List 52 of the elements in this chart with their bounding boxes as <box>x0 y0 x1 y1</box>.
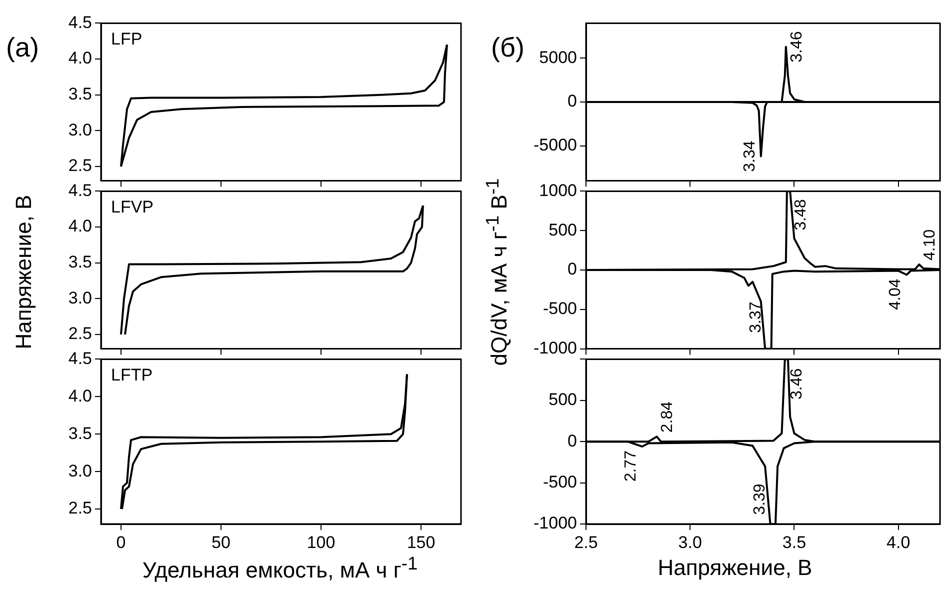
y-tick-label: 500 <box>548 390 577 410</box>
annotation: 2.84 <box>659 401 676 433</box>
y-tick-label: 5000 <box>539 48 577 67</box>
text: (a) <box>6 32 39 63</box>
y-tick-label: 4.0 <box>68 386 92 406</box>
annotation: 3.37 <box>748 302 765 333</box>
y-tick-label: -1000 <box>534 514 577 533</box>
annotation: 3.48 <box>792 199 810 230</box>
y-tick-label: 2.5 <box>68 498 92 518</box>
y-tick-label: 4.5 <box>68 348 92 368</box>
x-tick-label: 3.5 <box>782 532 806 552</box>
x-tick-label: 4.0 <box>886 532 910 552</box>
x-tick-label: 100 <box>306 532 336 552</box>
x-tick-label: 150 <box>406 532 436 552</box>
y-tick-label: 4.5 <box>68 180 92 200</box>
x-axis-title: Напряжение, В <box>658 555 812 581</box>
chart-title: LFP <box>111 29 142 48</box>
y-tick-label: 4.0 <box>68 216 92 236</box>
annotation: 3.34 <box>741 140 758 172</box>
annotation: 3.46 <box>788 368 806 400</box>
y-tick-label: 3.0 <box>68 461 92 480</box>
y-tick-label: 3.5 <box>68 424 92 443</box>
y-tick-label: -500 <box>542 299 577 318</box>
y-tick-label: -1000 <box>534 338 577 358</box>
chart-title: LFVP <box>111 197 154 216</box>
x-tick-label: 3.0 <box>678 532 702 552</box>
chart-title: LFTP <box>111 365 153 384</box>
y-tick-label: -500 <box>542 472 577 492</box>
y-tick-label: 2.5 <box>68 324 92 344</box>
annotation: 2.77 <box>622 450 640 482</box>
annotation: 3.46 <box>788 31 806 62</box>
x-axis-title: Удельная емкость, мА ч г$^{-1}$ <box>142 552 418 584</box>
y-tick-label: -5000 <box>534 135 577 154</box>
x-tick-label: 0 <box>116 532 126 552</box>
y-tick-label: 0 <box>568 260 577 279</box>
y-tick-label: 3.5 <box>68 252 92 272</box>
y-tick-label: 4.5 <box>68 12 92 32</box>
y-tick-label: 1000 <box>539 180 577 200</box>
y-tick-label: 3.0 <box>68 120 92 140</box>
annotation: 4.10 <box>922 229 939 260</box>
y-tick-label: 2.5 <box>68 156 92 176</box>
annotation: 3.39 <box>752 484 769 515</box>
y-tick-label: 0 <box>568 92 577 111</box>
y-axis-title: Напряжение, В <box>11 194 37 350</box>
y-tick-label: 500 <box>548 220 577 240</box>
y-tick-label: 0 <box>568 431 577 450</box>
y-tick-label: 4.0 <box>68 48 92 68</box>
y-tick-label: 3.0 <box>68 288 92 308</box>
x-tick-label: 50 <box>212 532 230 552</box>
y-tick-label: 3.5 <box>68 84 92 104</box>
annotation: 4.04 <box>887 278 904 310</box>
text: (б) <box>491 32 524 63</box>
